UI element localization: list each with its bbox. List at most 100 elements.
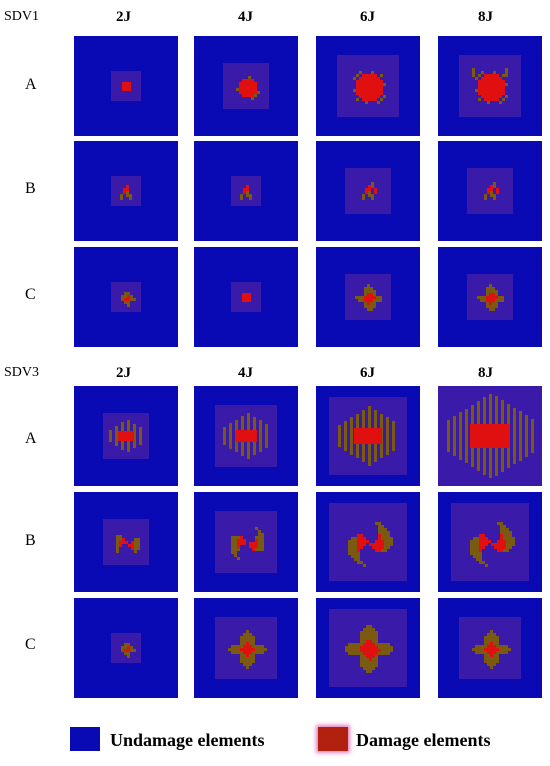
damage-element [378, 549, 381, 552]
damage-element [502, 98, 505, 101]
damage-element [496, 74, 499, 77]
damage-element [255, 648, 258, 651]
damage-element [252, 542, 255, 545]
damage-element [502, 74, 505, 77]
damage-element [390, 540, 393, 543]
damage-element [351, 555, 354, 558]
damage-element [120, 194, 123, 200]
damage-element [476, 543, 479, 546]
damage-element [503, 540, 506, 543]
damage-element [242, 82, 245, 85]
damage-element [246, 639, 249, 642]
damage-element [475, 651, 478, 654]
damage-element [134, 547, 137, 550]
damage-element [490, 92, 493, 95]
damage-element [348, 643, 351, 646]
damage-element [503, 531, 506, 534]
damage-element [364, 290, 367, 293]
damage-element [375, 652, 378, 655]
damage-element [484, 80, 487, 83]
damage-element [481, 71, 484, 74]
damage-element [137, 544, 140, 547]
damage-element [392, 421, 396, 451]
damage-element [359, 80, 362, 83]
damage-element [231, 545, 234, 548]
damage-element [351, 543, 354, 546]
damage-element [495, 305, 498, 308]
damage-element [359, 95, 362, 98]
damage-element [243, 542, 246, 545]
damage-element [258, 533, 261, 536]
damage-element [255, 651, 258, 654]
damage-element [370, 305, 373, 308]
damage-element [119, 541, 122, 544]
damage-element [372, 646, 375, 649]
damage-element [369, 655, 372, 658]
damage-element [487, 651, 490, 654]
damage-element [371, 182, 374, 188]
damage-element [348, 546, 351, 549]
damage-element [122, 82, 125, 85]
damage-element [258, 645, 261, 648]
damage-element [492, 287, 495, 290]
damage-element [124, 646, 127, 649]
damage-panel [438, 36, 542, 136]
damage-element [242, 299, 245, 302]
damage-element [496, 636, 499, 639]
damage-element [487, 80, 490, 83]
damage-element [246, 660, 249, 663]
damage-element [125, 82, 128, 85]
damage-element [243, 654, 246, 657]
damage-element [240, 536, 243, 539]
damage-element [264, 424, 268, 448]
damage-element [363, 637, 366, 640]
damage-element [127, 652, 130, 655]
damage-element [231, 548, 234, 551]
damage-element [255, 645, 258, 648]
damage-element [509, 540, 512, 543]
damage-element [243, 633, 246, 636]
damage-element [243, 648, 246, 651]
damage-element [384, 540, 387, 543]
damage-element [234, 551, 237, 554]
damage-element [124, 643, 127, 646]
damage-element [137, 547, 140, 550]
damage-element [381, 540, 384, 543]
damage-element [243, 651, 246, 654]
damage-element [360, 537, 363, 540]
damage-element [354, 546, 357, 549]
damage-element [370, 296, 373, 299]
damage-element [243, 539, 246, 542]
damage-element [500, 522, 503, 525]
damage-element [359, 86, 362, 89]
damage-element [245, 94, 248, 97]
damage-element [359, 92, 362, 95]
row-label-b: B [25, 532, 36, 549]
undamaged-legend-label: Undamage elements [110, 730, 265, 750]
damage-element [489, 296, 492, 299]
damage-element [372, 661, 375, 664]
damage-element [121, 295, 124, 298]
damage-element [490, 666, 493, 669]
damage-element [496, 98, 499, 101]
damage-element [234, 545, 237, 548]
damage-element [240, 642, 243, 645]
damage-element [473, 546, 476, 549]
damage-element [376, 299, 379, 302]
damage-element [506, 549, 509, 552]
undamaged-legend-swatch [70, 727, 100, 751]
damage-element [234, 651, 237, 654]
damage-element [370, 290, 373, 293]
damage-element [484, 95, 487, 98]
damage-element [261, 542, 264, 545]
damage-element [496, 188, 499, 194]
damage-element [387, 534, 390, 537]
damage-element [473, 552, 476, 555]
damage-element [372, 664, 375, 667]
damage-element [360, 546, 363, 549]
damage-element [368, 95, 371, 98]
column-label-6j: 6J [360, 9, 375, 25]
damage-element [357, 534, 360, 537]
damage-element [362, 83, 365, 86]
damage-element [252, 645, 255, 648]
